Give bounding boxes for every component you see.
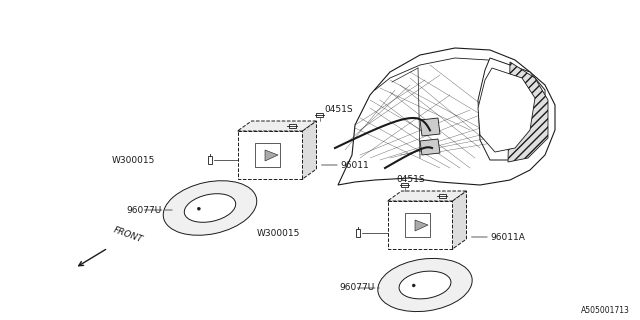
Polygon shape [356,229,360,237]
Ellipse shape [163,181,257,235]
Polygon shape [508,62,548,162]
Text: 96011: 96011 [321,161,369,170]
Text: A505001713: A505001713 [581,306,630,315]
Ellipse shape [412,284,415,287]
Polygon shape [401,183,408,187]
Text: 0451S: 0451S [324,105,353,114]
Text: 96011A: 96011A [472,233,525,242]
Polygon shape [289,124,296,128]
Polygon shape [265,150,278,161]
Polygon shape [387,201,452,249]
Polygon shape [237,121,317,131]
Ellipse shape [399,271,451,299]
Polygon shape [420,139,440,155]
Polygon shape [237,131,303,179]
Text: 0451S: 0451S [397,174,425,183]
Text: 96077U: 96077U [340,284,375,292]
Polygon shape [478,68,535,152]
Text: 96077U: 96077U [127,205,162,214]
Text: FRONT: FRONT [112,225,144,244]
Polygon shape [478,58,545,160]
Polygon shape [207,156,212,164]
Polygon shape [316,113,323,117]
Text: W300015: W300015 [257,228,300,237]
Ellipse shape [184,194,236,222]
Ellipse shape [378,259,472,312]
Ellipse shape [197,207,200,210]
Polygon shape [303,121,317,179]
Polygon shape [420,118,440,136]
Text: W300015: W300015 [111,156,155,164]
Polygon shape [415,220,428,231]
Polygon shape [438,194,445,198]
Polygon shape [338,48,555,185]
Polygon shape [452,191,467,249]
Polygon shape [387,191,467,201]
